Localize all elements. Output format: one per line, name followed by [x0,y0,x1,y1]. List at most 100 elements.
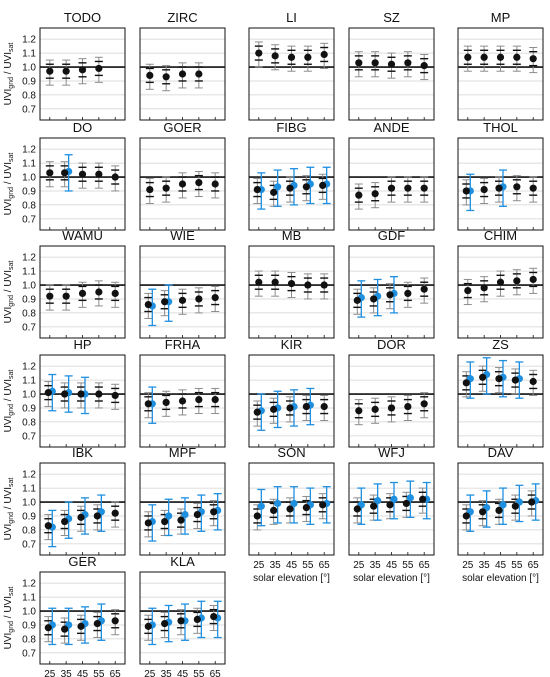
blue-point [257,502,265,510]
black-point [371,405,379,413]
y-axis-label: UVIgnd / UVIsat [3,478,15,541]
panel-hp: HP 0.7 0.8 0.9 1.0 1.1 1.2 UVIgnd / UVIsat [3,337,126,448]
x-tick-label: 25 [144,669,156,677]
black-point [253,408,261,416]
black-point [44,389,52,397]
y-tick-label: 0.9 [22,620,36,631]
x-tick-label: 65 [528,560,540,571]
panel-title: SON [277,445,305,460]
black-point [302,402,310,411]
black-point [253,512,261,520]
black-point [355,407,363,415]
y-tick-label: 1.2 [22,362,36,373]
panel-title: FRHA [165,337,201,352]
y-axis-label: UVIgnd / UVIsat [3,261,15,324]
black-point [404,184,412,192]
y-tick-label: 0.7 [22,431,36,442]
x-tick-label: 35 [370,560,382,571]
black-point [462,379,470,387]
panel-mb: MB [248,228,335,339]
black-point [304,53,312,61]
black-point [511,376,519,384]
black-point [111,289,119,297]
panel-title: TODO [64,10,101,25]
panel-dav: DAV 25 35 45 55 65 solar elevation [°] [457,445,544,584]
panel-title: LI [286,10,297,25]
y-tick-label: 0.7 [22,214,36,225]
x-tick-label: 25 [462,560,474,571]
black-point [529,184,537,192]
y-tick-label: 1.0 [22,607,36,618]
black-point [371,190,379,198]
black-point [479,508,487,516]
black-point [146,71,154,79]
panel-title: DO [73,120,93,135]
black-point [513,53,521,61]
panel-todo: TODO 0.7 0.8 0.9 1.0 1.1 1.2 UVIgnd / UVIsat [3,10,126,121]
black-point [46,292,54,300]
x-tick-label: 45 [77,669,89,677]
x-tick-label: 55 [402,560,414,571]
panel-title: DOR [377,337,406,352]
panel-gdf: GDF [348,228,435,339]
black-point [370,502,378,510]
black-point [404,59,412,67]
x-tick-label: 35 [270,560,282,571]
panel-li: LI [248,10,335,121]
black-point [528,498,536,506]
black-point [111,391,119,400]
panel-wamu: WAMU 0.7 0.8 0.9 1.0 1.1 1.2 UVIgnd / UVIsat [3,228,126,339]
black-point [162,398,170,406]
black-point [320,50,328,59]
panel-title: SZ [383,10,400,25]
black-point [255,49,263,57]
x-tick-label: 25 [44,669,56,677]
black-point [177,516,185,524]
y-tick-label: 1.1 [22,49,36,60]
panel-title: ANDE [373,120,409,135]
black-point [302,504,310,512]
panel-wfj: WFJ 25 35 45 55 65 solar elevation [°] [348,445,435,584]
x-tick-label: 45 [386,560,398,571]
black-point [464,53,472,61]
black-point [161,619,169,628]
black-point [404,402,412,411]
black-point [271,52,279,60]
black-point [286,404,294,412]
black-point [302,183,310,191]
x-tick-label: 45 [495,560,507,571]
black-point [480,284,488,292]
x-tick-label: 45 [177,669,189,677]
black-point [420,285,428,293]
black-point [253,185,261,194]
black-point [419,495,427,503]
panel-title: THOL [483,120,518,135]
y-axis-label: UVIgnd / UVIsat [3,153,15,216]
black-point [44,522,52,530]
y-tick-label: 1.1 [22,267,36,278]
panel-sz: SZ [348,10,435,121]
x-tick-label: 55 [511,560,523,571]
y-tick-label: 0.9 [22,76,36,87]
black-point [77,390,85,398]
black-point [195,396,203,404]
black-point [95,390,103,398]
black-point [93,619,101,628]
black-point [111,509,119,517]
blue-point [165,512,173,520]
y-axis-label: UVIgnd / UVIsat [3,587,15,650]
y-tick-label: 0.7 [22,322,36,333]
panel-wie: WIE [139,228,226,339]
panel-title: GOER [163,120,201,135]
panel-do: DO 0.7 0.8 0.9 1.0 1.1 1.2 UVIgnd / UVIsat [3,120,126,231]
y-tick-label: 1.0 [22,173,36,184]
blue-point [274,499,282,508]
black-point [178,180,187,188]
blue-point [181,510,189,519]
y-axis-label: UVIgnd / UVIsat [3,370,15,433]
y-tick-label: 0.9 [22,511,36,522]
y-tick-label: 1.0 [22,63,36,74]
panel-title: DAV [488,445,514,460]
panel-zirc: ZIRC [139,10,226,121]
